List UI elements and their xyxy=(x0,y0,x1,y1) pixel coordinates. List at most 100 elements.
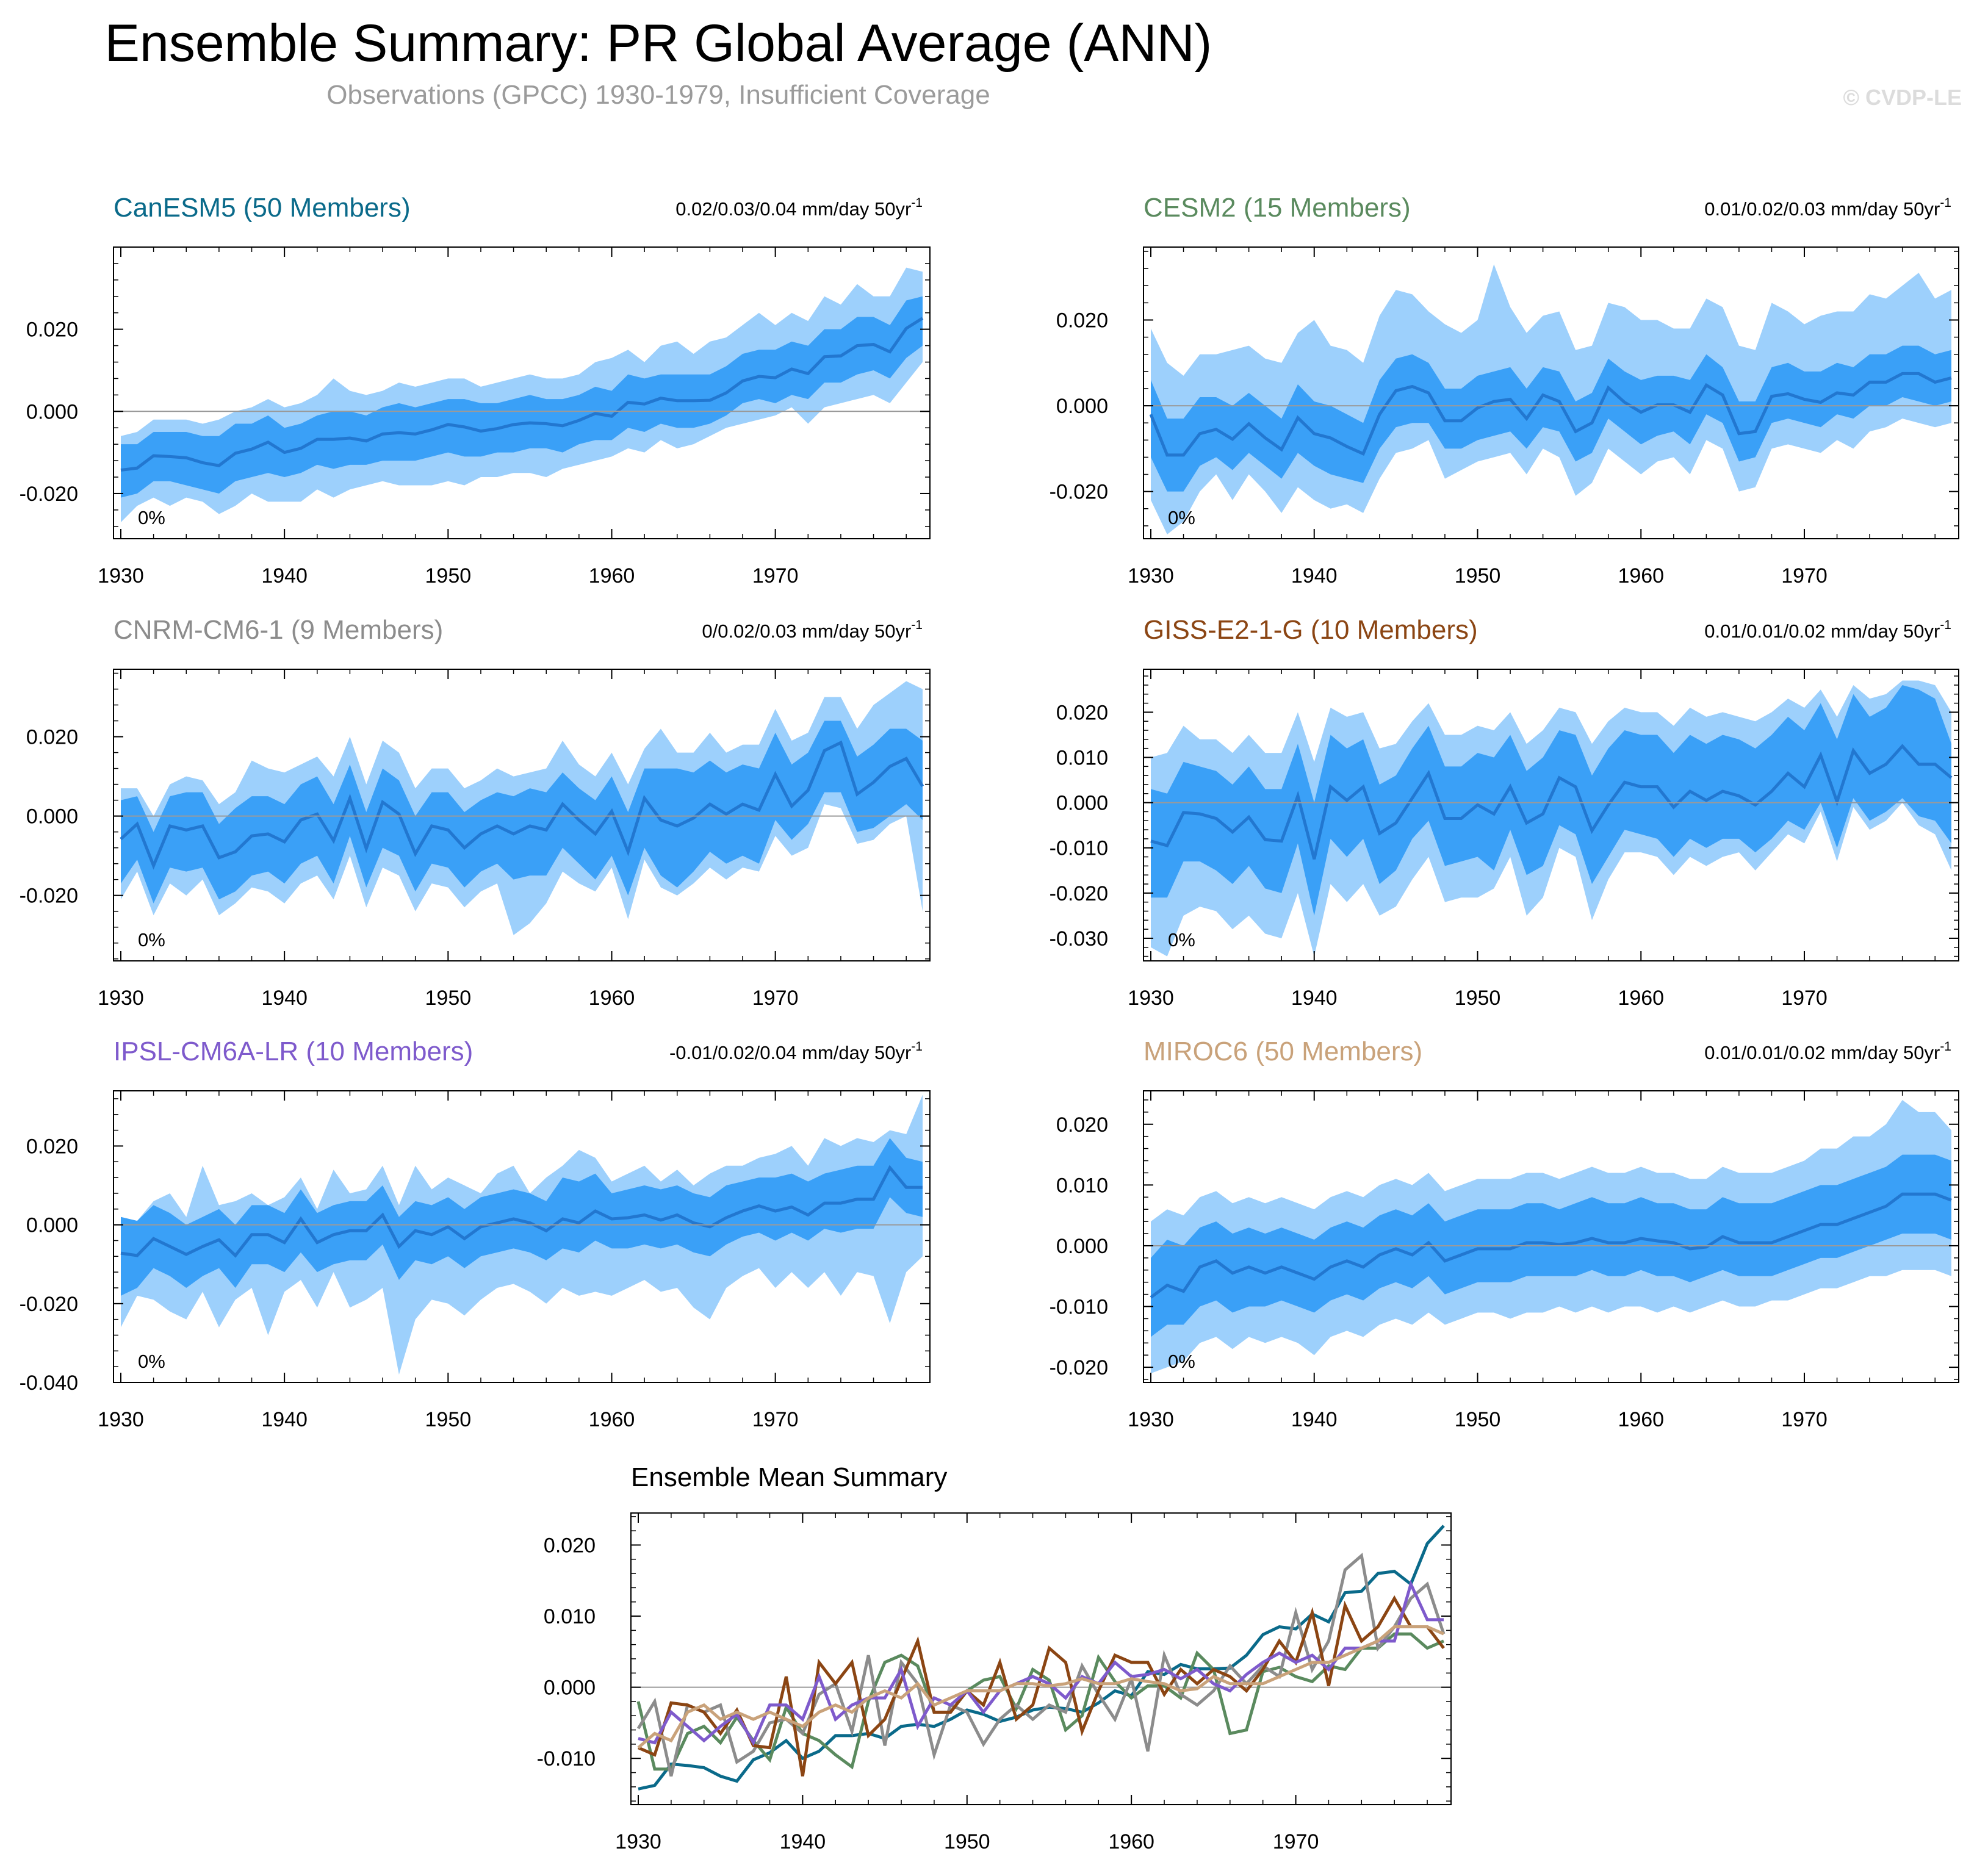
cesm2-xtick-label: 1950 xyxy=(1455,564,1501,588)
miroc6-xtick-label: 1970 xyxy=(1781,1408,1828,1431)
miroc6-frame xyxy=(1143,1090,1959,1383)
cesm2-ytick-label: -0.020 xyxy=(1050,481,1108,504)
ensemble-mean-xtick-label: 1940 xyxy=(780,1830,826,1853)
giss-ytick-label: 0.010 xyxy=(1056,747,1108,770)
cnrm-trend-label: 0/0.02/0.03 mm/day 50yr-1 xyxy=(702,618,923,642)
ipsl-xtick-label: 1950 xyxy=(425,1408,472,1431)
canesm5-xtick-label: 1970 xyxy=(752,564,799,588)
giss-xtick-label: 1970 xyxy=(1781,987,1828,1010)
giss-ytick-label: -0.030 xyxy=(1050,927,1108,951)
miroc6-xtick-label: 1950 xyxy=(1455,1408,1501,1431)
miroc6-ytick-label: 0.010 xyxy=(1056,1174,1108,1197)
giss-inner-band xyxy=(1151,685,1951,916)
giss-ytick-label: -0.020 xyxy=(1050,882,1108,905)
ensemble-mean-series-ipsl xyxy=(638,1580,1444,1747)
panel-canesm5: 1930 1940 1950 1960 1970 -0.020 0.000 0.020 CanE… xyxy=(20,193,931,588)
canesm5-percent-label: 0% xyxy=(138,507,165,528)
cesm2-frame xyxy=(1143,246,1959,539)
copyright-watermark: © CVDP-LE xyxy=(1843,85,1962,110)
cesm2-percent-label: 0% xyxy=(1168,507,1195,528)
miroc6-mean-line xyxy=(1150,1192,1952,1299)
miroc6-ytick-label: -0.020 xyxy=(1050,1356,1108,1379)
ensemble-mean-xtick-label: 1930 xyxy=(615,1830,661,1853)
ipsl-ytick-label: 0.020 xyxy=(26,1135,78,1158)
figure-subtitle: Observations (GPCC) 1930-1979, Insuffici… xyxy=(326,80,990,110)
miroc6-xtick-label: 1940 xyxy=(1291,1408,1338,1431)
giss-percent-label: 0% xyxy=(1168,929,1195,951)
cnrm-xtick-label: 1970 xyxy=(752,987,799,1010)
cesm2-title: CESM2 (15 Members) xyxy=(1143,193,1411,223)
ipsl-xtick-label: 1940 xyxy=(261,1408,308,1431)
giss-frame xyxy=(1143,669,1959,961)
giss-title: GISS-E2-1-G (10 Members) xyxy=(1143,615,1478,645)
panel-cesm2: 1930 1940 1950 1960 1970 -0.020 0.000 0.020 CESM… xyxy=(1050,193,1959,588)
giss-ytick-label: 0.000 xyxy=(1056,792,1108,815)
canesm5-inner-band xyxy=(121,296,923,498)
ipsl-inner-band xyxy=(121,1138,923,1296)
ensemble-mean-ytick-label: 0.000 xyxy=(544,1677,596,1700)
miroc6-ytick-label: 0.000 xyxy=(1056,1235,1108,1258)
ensemble-mean-xtick-label: 1970 xyxy=(1273,1830,1319,1853)
ipsl-xtick-label: 1930 xyxy=(98,1408,144,1431)
miroc6-trend-label: 0.01/0.01/0.02 mm/day 50yr-1 xyxy=(1704,1040,1951,1063)
ipsl-mean-line xyxy=(120,1165,923,1258)
ensemble-mean-title: Ensemble Mean Summary xyxy=(631,1462,947,1492)
panel-ipsl: 1930 1940 1950 1960 1970 -0.040 -0.020 0.000 0.0… xyxy=(20,1037,931,1431)
cesm2-xtick-label: 1940 xyxy=(1291,564,1338,588)
miroc6-title: MIROC6 (50 Members) xyxy=(1143,1037,1422,1066)
cesm2-trend-label: 0.01/0.02/0.03 mm/day 50yr-1 xyxy=(1704,196,1951,220)
canesm5-xtick-label: 1960 xyxy=(589,564,635,588)
cnrm-percent-label: 0% xyxy=(138,929,165,951)
ipsl-percent-label: 0% xyxy=(138,1351,165,1372)
panel-miroc6: 1930 1940 1950 1960 1970 -0.020 -0.010 0.000 0.0… xyxy=(1050,1037,1959,1431)
ensemble-mean-ytick-label: 0.010 xyxy=(544,1605,596,1628)
cnrm-trend-sup: -1 xyxy=(911,618,923,632)
miroc6-ytick-label: 0.020 xyxy=(1056,1113,1108,1137)
ensemble-mean-ytick-label: -0.010 xyxy=(537,1747,596,1770)
cnrm-mean-line xyxy=(120,740,924,870)
miroc6-percent-label: 0% xyxy=(1168,1351,1195,1372)
cesm2-mean-line xyxy=(1149,372,1952,457)
cnrm-xtick-label: 1950 xyxy=(425,987,472,1010)
miroc6-xtick-label: 1960 xyxy=(1618,1408,1664,1431)
giss-mean-line xyxy=(1150,744,1953,860)
canesm5-xtick-label: 1930 xyxy=(98,564,144,588)
ipsl-trend-label: -0.01/0.02/0.04 mm/day 50yr-1 xyxy=(669,1040,923,1063)
giss-xtick-label: 1940 xyxy=(1291,987,1338,1010)
giss-ytick-label: 0.020 xyxy=(1056,701,1108,724)
canesm5-xtick-label: 1940 xyxy=(261,564,308,588)
ipsl-xtick-label: 1970 xyxy=(752,1408,799,1431)
figure-title: Ensemble Summary: PR Global Average (ANN… xyxy=(105,14,1212,73)
miroc6-ytick-label: -0.010 xyxy=(1050,1296,1108,1319)
canesm5-ytick-label: 0.000 xyxy=(26,400,78,423)
giss-ytick-label: -0.010 xyxy=(1050,837,1108,860)
canesm5-mean-line xyxy=(120,317,924,472)
canesm5-trend-sup: -1 xyxy=(911,196,923,210)
cnrm-xtick-label: 1930 xyxy=(98,987,144,1010)
cnrm-title: CNRM-CM6-1 (9 Members) xyxy=(113,615,443,645)
ensemble-mean-xtick-label: 1960 xyxy=(1108,1830,1154,1853)
canesm5-frame xyxy=(113,246,931,539)
cnrm-xtick-label: 1940 xyxy=(261,987,308,1010)
giss-trend-label: 0.01/0.01/0.02 mm/day 50yr-1 xyxy=(1704,618,1951,642)
panel-ensemble-mean: 1930 1940 1950 1960 1970 -0.010 0.000 0.010 0.02… xyxy=(537,1462,1452,1853)
panel-cnrm: 1930 1940 1950 1960 1970 -0.020 0.000 0.020 CNRM… xyxy=(20,615,931,1010)
cnrm-ytick-label: 0.000 xyxy=(26,805,78,828)
cesm2-xtick-label: 1930 xyxy=(1128,564,1174,588)
cnrm-ytick-label: 0.020 xyxy=(26,726,78,749)
ensemble-mean-xtick-label: 1950 xyxy=(944,1830,990,1853)
cesm2-ytick-label: 0.020 xyxy=(1056,309,1108,332)
ipsl-trend-sup: -1 xyxy=(911,1040,923,1054)
ipsl-ytick-label: -0.020 xyxy=(20,1293,78,1316)
cesm2-xtick-label: 1970 xyxy=(1781,564,1828,588)
cnrm-xtick-label: 1960 xyxy=(589,987,635,1010)
cesm2-xtick-label: 1960 xyxy=(1618,564,1664,588)
cesm2-trend-sup: -1 xyxy=(1940,196,1951,210)
miroc6-xtick-label: 1930 xyxy=(1128,1408,1174,1431)
miroc6-trend-sup: -1 xyxy=(1940,1040,1951,1054)
panel-giss: 1930 1940 1950 1960 1970 -0.030 -0.020 -0.010 0.… xyxy=(1050,615,1959,1010)
cesm2-inner-band xyxy=(1151,345,1951,492)
giss-xtick-label: 1930 xyxy=(1128,987,1174,1010)
giss-xtick-label: 1960 xyxy=(1618,987,1664,1010)
